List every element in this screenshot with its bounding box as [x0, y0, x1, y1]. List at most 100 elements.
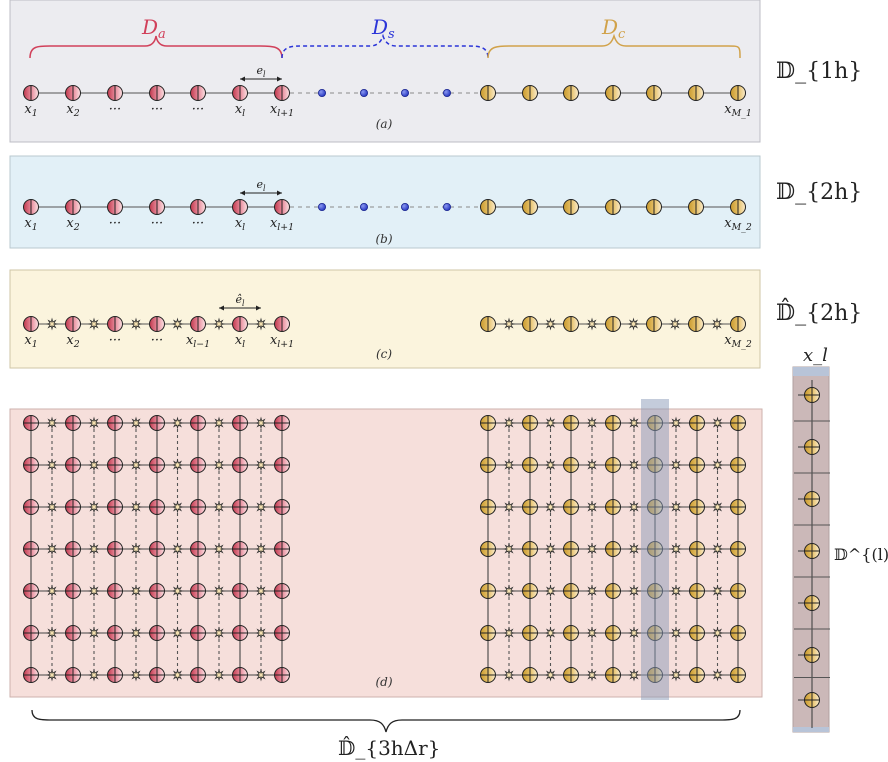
- mesh-node: [730, 541, 746, 557]
- highlight-column: [641, 399, 669, 700]
- star-node: [212, 626, 226, 640]
- mesh-node: [804, 491, 820, 507]
- mesh-node: [149, 316, 165, 332]
- mesh-node: [149, 583, 165, 599]
- mesh-node-small: [400, 89, 409, 98]
- brace-dc: [487, 33, 741, 59]
- mesh-node: [689, 415, 705, 431]
- mesh-node: [23, 583, 39, 599]
- panel-a-bg: [9, 0, 761, 143]
- star-node: [543, 626, 558, 640]
- panel-c-node-label: xl: [235, 333, 245, 350]
- mesh-node: [689, 457, 705, 473]
- mesh-node: [480, 199, 496, 215]
- star-node: [502, 626, 516, 640]
- star-node: [627, 542, 641, 556]
- panel-a-node-label: ···: [192, 102, 204, 117]
- star-node: [170, 500, 185, 514]
- mesh-node: [804, 647, 820, 663]
- star-node: [710, 626, 725, 640]
- mesh-node: [563, 499, 579, 515]
- mesh-node: [107, 499, 123, 515]
- column-top-band: [793, 367, 829, 376]
- mesh-node: [65, 457, 81, 473]
- caption-c: (c): [376, 347, 392, 361]
- star-node: [627, 626, 641, 640]
- mesh-node: [274, 499, 290, 515]
- star-node: [170, 542, 185, 556]
- star-node: [170, 584, 185, 598]
- mesh-node: [23, 199, 39, 215]
- panel-a-edge-label: el: [256, 64, 266, 79]
- mesh-node: [107, 541, 123, 557]
- star-node: [627, 416, 641, 430]
- mesh-node-small: [442, 89, 451, 98]
- panel-c-node-label: ···: [109, 333, 121, 348]
- star-node: [87, 626, 101, 640]
- mesh-node: [563, 541, 579, 557]
- mesh-node: [107, 85, 123, 101]
- set-label-3h: 𝔻̂_{3hΔr}: [338, 734, 440, 760]
- star-node: [254, 584, 268, 598]
- star-node: [212, 416, 226, 430]
- mesh-node: [605, 457, 621, 473]
- star-node: [212, 584, 226, 598]
- star-node: [45, 584, 59, 598]
- mesh-node: [804, 439, 820, 455]
- mesh-node-small: [400, 202, 409, 211]
- mesh-node: [480, 457, 496, 473]
- caption-d: (d): [375, 675, 392, 689]
- star-node: [710, 416, 725, 430]
- star-node: [170, 317, 185, 331]
- mesh-node-small: [442, 202, 451, 211]
- star-node: [585, 542, 599, 556]
- mesh-node: [605, 667, 621, 683]
- star-node: [129, 668, 143, 682]
- star-node: [254, 500, 268, 514]
- mesh-node: [274, 85, 290, 101]
- star-node: [129, 626, 143, 640]
- panel-a-node-label: ···: [151, 102, 163, 117]
- mesh-node: [232, 199, 248, 215]
- mesh-node: [563, 625, 579, 641]
- star-node: [585, 317, 599, 331]
- star-node: [87, 500, 101, 514]
- star-node: [87, 317, 101, 331]
- star-node: [45, 317, 59, 331]
- mesh-node: [107, 415, 123, 431]
- mesh-node: [605, 583, 621, 599]
- mesh-node: [232, 583, 248, 599]
- mesh-node: [149, 85, 165, 101]
- star-node: [212, 542, 226, 556]
- mesh-node: [605, 199, 621, 215]
- mesh-node: [190, 316, 206, 332]
- mesh-node: [23, 316, 39, 332]
- mesh-node: [730, 316, 746, 332]
- mesh-node: [232, 457, 248, 473]
- mesh-node: [480, 625, 496, 641]
- panel-a-node-label: x1: [24, 102, 37, 119]
- mesh-node: [107, 667, 123, 683]
- mesh-node: [730, 625, 746, 641]
- mesh-node: [149, 199, 165, 215]
- mesh-node: [646, 85, 662, 101]
- mesh-node-small: [359, 202, 368, 211]
- star-node: [627, 668, 641, 682]
- panel-c-node-label: xl−1: [186, 333, 210, 350]
- mesh-node: [190, 457, 206, 473]
- mesh-node: [149, 499, 165, 515]
- mesh-node: [232, 667, 248, 683]
- mesh-node: [190, 199, 206, 215]
- mesh-node-small: [317, 202, 326, 211]
- mesh-node: [23, 85, 39, 101]
- panel-b-bg: [9, 155, 761, 249]
- mesh-node: [23, 541, 39, 557]
- star-node: [585, 626, 599, 640]
- mesh-node: [480, 541, 496, 557]
- star-node: [710, 317, 724, 331]
- mesh-node: [274, 415, 290, 431]
- star-node: [669, 584, 683, 598]
- mesh-node: [563, 457, 579, 473]
- mesh-node: [274, 541, 290, 557]
- mesh-node: [689, 499, 705, 515]
